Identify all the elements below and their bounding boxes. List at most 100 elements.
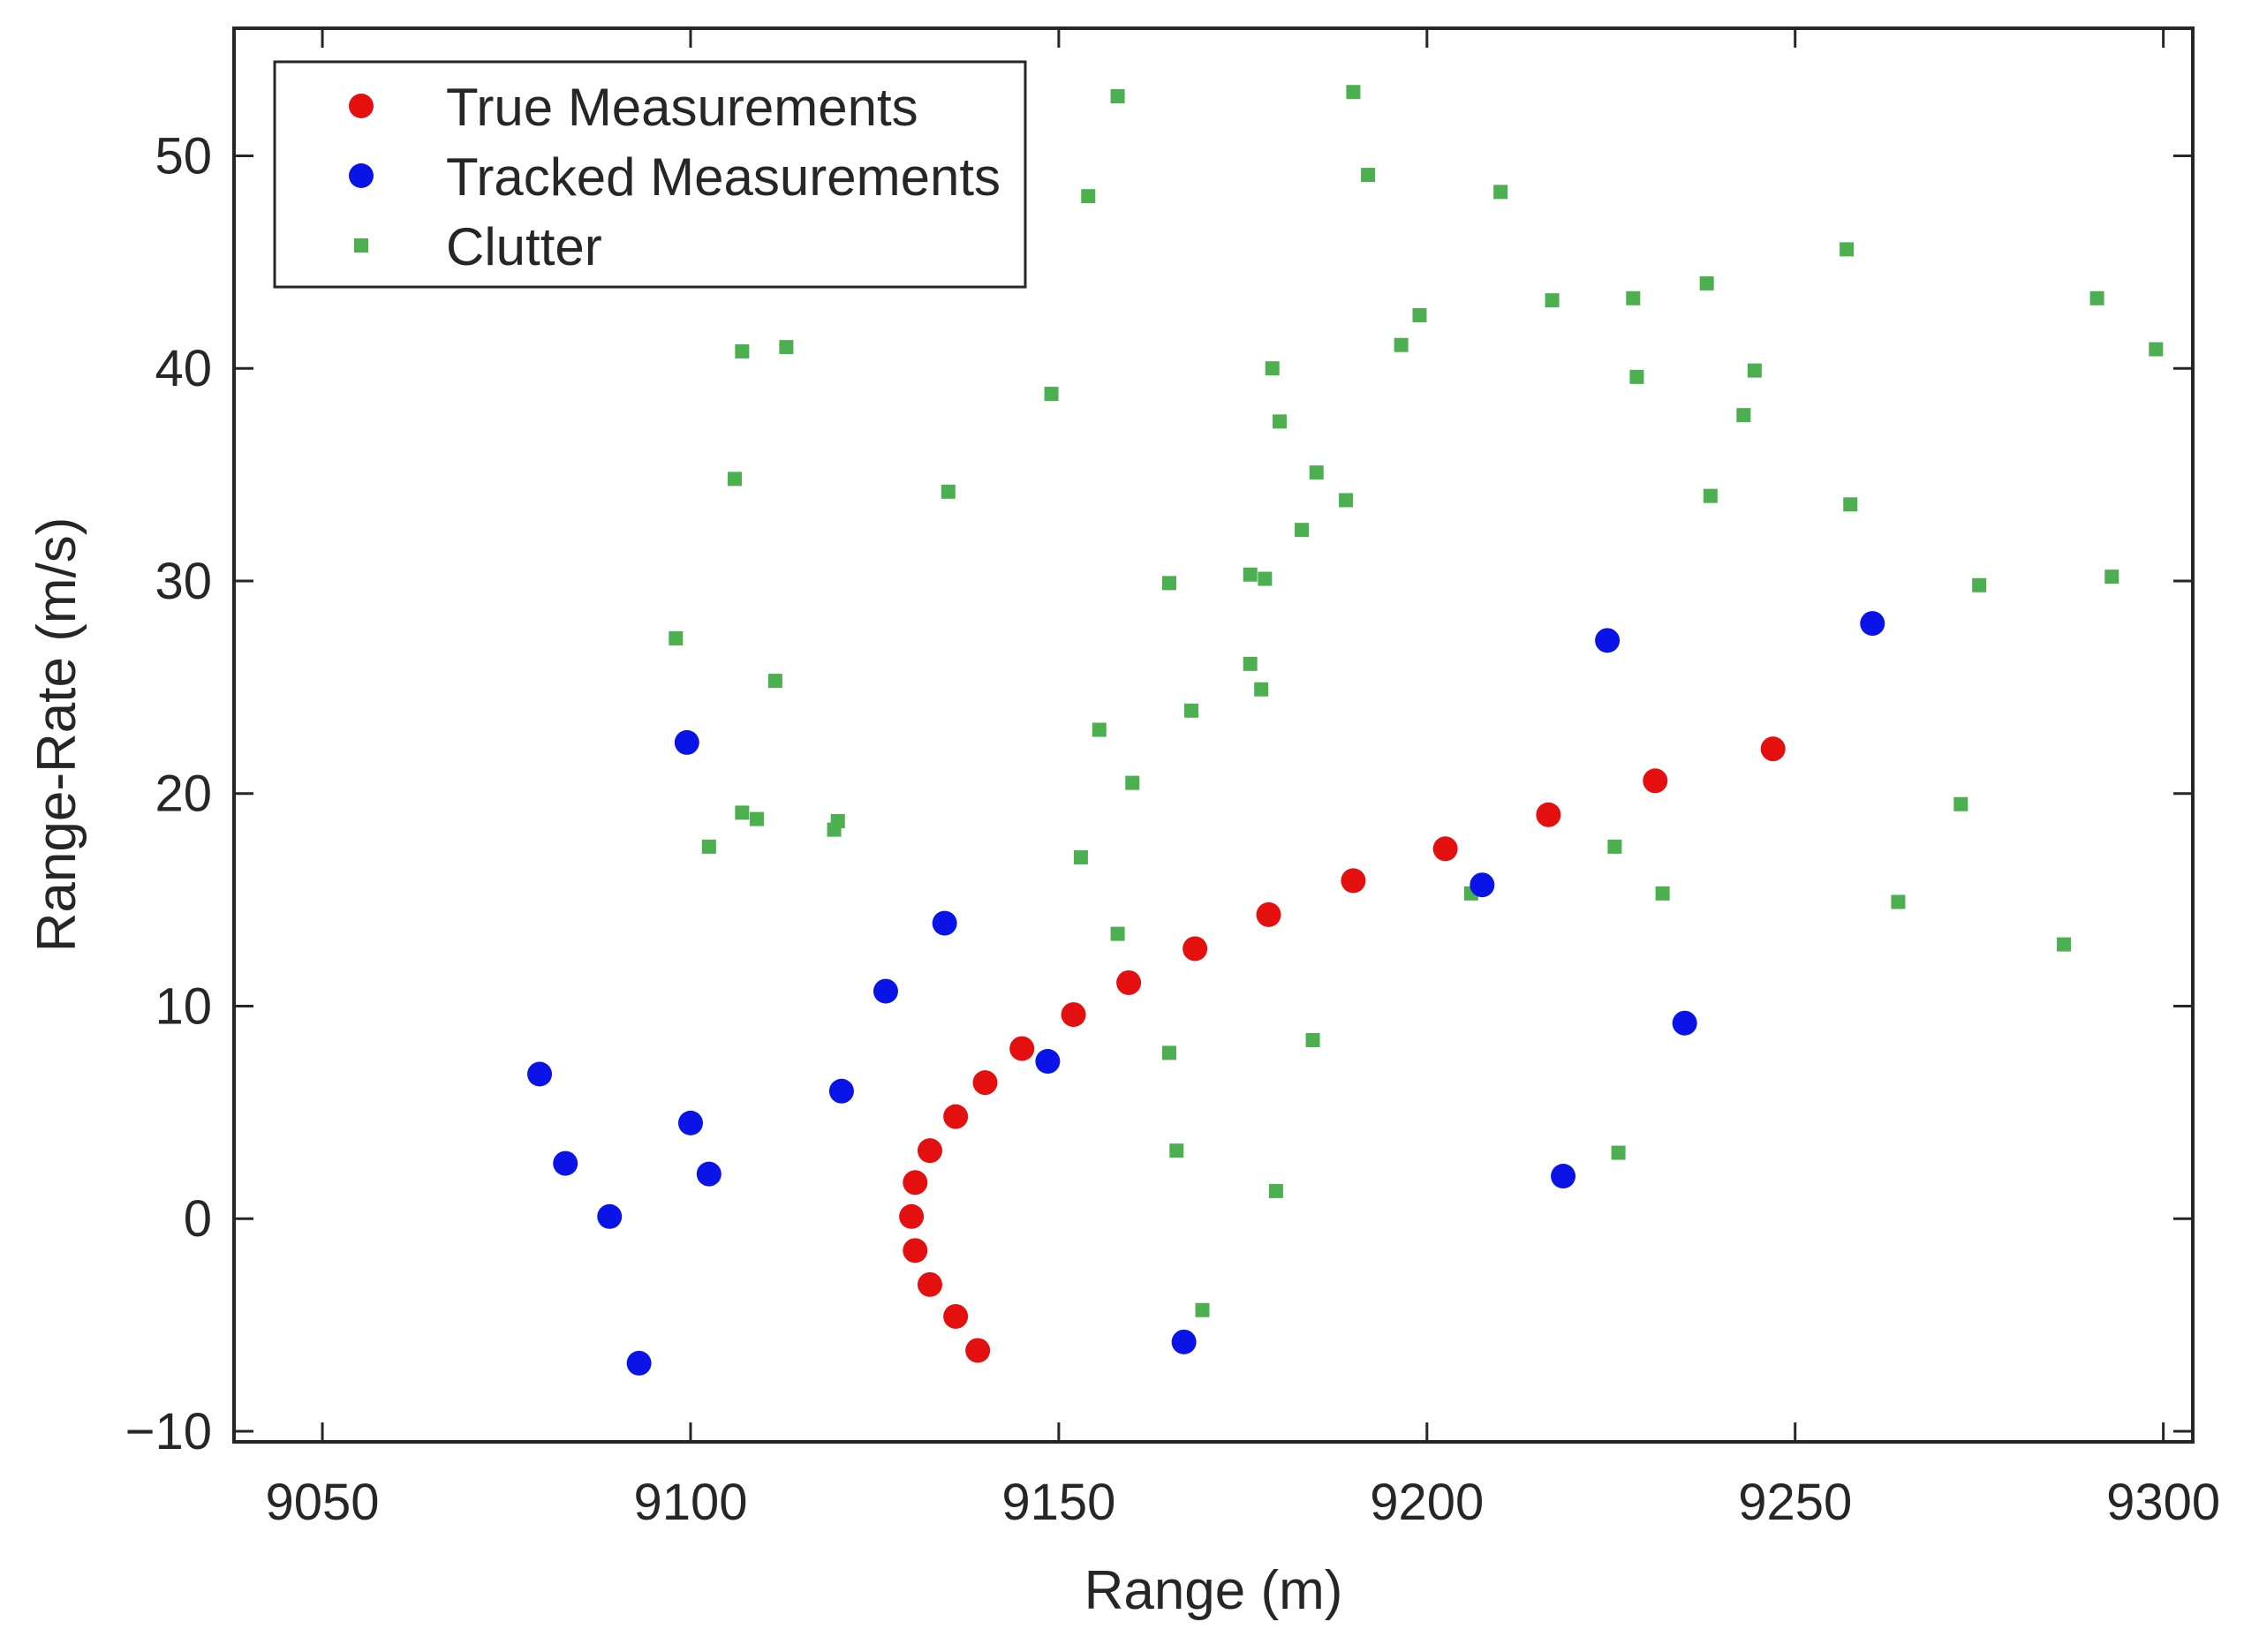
clutter-point: [701, 839, 716, 854]
tracked-measurements-point: [1860, 611, 1885, 637]
true-measurements-point: [917, 1138, 942, 1164]
true-measurements-point: [1432, 836, 1458, 862]
clutter-point: [1295, 523, 1310, 538]
true-measurements-point: [903, 1170, 928, 1196]
x-axis-label: Range (m): [1084, 1560, 1343, 1621]
clutter-point: [750, 811, 765, 826]
clutter-point: [735, 805, 750, 820]
y-tick-label: 10: [155, 977, 212, 1035]
tracked-measurements-point: [1595, 628, 1621, 653]
tracked-measurements-point: [553, 1150, 578, 1176]
clutter-point: [1840, 242, 1855, 257]
tracked-measurements-point: [674, 729, 699, 755]
clutter-point: [779, 340, 794, 355]
clutter-point: [1265, 361, 1280, 376]
true-measurements-point: [1643, 768, 1668, 794]
tracked-measurements-point: [1551, 1164, 1576, 1189]
clutter-point: [1626, 290, 1641, 306]
true-measurements-point: [1116, 969, 1142, 995]
y-tick-label: 30: [155, 553, 212, 610]
plot-frame: [232, 26, 2195, 1444]
clutter-point: [1394, 337, 1409, 352]
clutter-point: [1161, 1045, 1176, 1060]
legend-marker-tracked-measurements: [349, 163, 374, 188]
clutter-point: [1309, 465, 1324, 480]
clutter-point: [1412, 308, 1427, 323]
tracked-measurements-point: [597, 1203, 623, 1229]
clutter-point: [1611, 1145, 1626, 1160]
clutter-point: [1268, 1183, 1283, 1198]
true-measurements-point: [972, 1070, 998, 1096]
true-measurements-series: [899, 736, 1786, 1363]
true-measurements-point: [1341, 868, 1366, 894]
tracked-measurements-point: [932, 910, 957, 936]
clutter-point: [1081, 189, 1096, 204]
clutter-point: [1972, 577, 1987, 592]
clutter-point: [1110, 89, 1125, 104]
clutter-point: [669, 630, 684, 645]
clutter-point: [1545, 293, 1560, 308]
legend-box: [273, 60, 1027, 289]
tick-labels: 9050 9100 9150 9200 9250 9300 −10 0 10 20 30 40 50: [125, 127, 2221, 1531]
clutter-point: [941, 484, 956, 499]
axis-ticks: [234, 28, 2193, 1442]
legend-marker-clutter: [354, 238, 368, 253]
clutter-point: [1254, 682, 1269, 697]
clutter-point: [1339, 493, 1354, 508]
tracked-measurements-series: [527, 611, 1885, 1376]
y-tick-label: 20: [155, 766, 212, 823]
clutter-series: [669, 85, 2164, 1317]
x-tick-label: 9050: [266, 1474, 380, 1531]
y-tick-label: 40: [155, 340, 212, 397]
y-axis-label: Range-Rate (m/s): [26, 517, 87, 953]
clutter-point: [1305, 1032, 1320, 1047]
clutter-point: [1073, 849, 1088, 864]
clutter-point: [1747, 363, 1762, 378]
clutter-point: [1273, 414, 1288, 429]
clutter-point: [1703, 488, 1718, 503]
clutter-point: [1169, 1143, 1184, 1158]
clutter-point: [1110, 926, 1125, 941]
clutter-point: [1736, 408, 1751, 423]
true-measurements-point: [1256, 901, 1281, 927]
x-tick-label: 9100: [633, 1474, 747, 1531]
true-measurements-point: [1009, 1036, 1035, 1061]
true-measurements-point: [1760, 736, 1786, 762]
tracked-measurements-point: [1470, 872, 1495, 898]
tracked-measurements-point: [1672, 1010, 1697, 1036]
tracked-measurements-point: [527, 1061, 553, 1087]
clutter-point: [1258, 571, 1273, 586]
tracked-measurements-point: [626, 1350, 652, 1376]
tracked-measurements-point: [1035, 1049, 1061, 1075]
clutter-point: [1843, 497, 1858, 512]
legend-label-clutter: Clutter: [446, 217, 602, 276]
tracked-measurements-point: [677, 1110, 703, 1135]
clutter-point: [1891, 894, 1906, 909]
clutter-point: [2089, 290, 2104, 306]
true-measurements-point: [1182, 936, 1208, 962]
true-measurements-point: [1536, 802, 1561, 827]
x-tick-label: 9300: [2106, 1474, 2220, 1531]
clutter-point: [1125, 775, 1140, 790]
x-tick-label: 9250: [1738, 1474, 1852, 1531]
clutter-point: [2149, 342, 2164, 357]
clutter-point: [1699, 275, 1714, 290]
true-measurements-point: [943, 1104, 969, 1129]
true-measurements-point: [899, 1203, 925, 1229]
data-marks: [527, 85, 2164, 1376]
clutter-point: [735, 343, 750, 358]
true-measurements-point: [917, 1271, 942, 1297]
true-measurements-point: [943, 1303, 969, 1329]
y-tick-label: 50: [155, 127, 212, 185]
clutter-point: [1183, 703, 1198, 718]
x-tick-label: 9200: [1370, 1474, 1484, 1531]
true-measurements-point: [1061, 1002, 1086, 1028]
clutter-point: [1629, 369, 1644, 384]
clutter-point: [1195, 1302, 1210, 1317]
clutter-point: [827, 822, 842, 837]
y-tick-label: −10: [125, 1403, 212, 1460]
clutter-point: [1346, 85, 1361, 100]
tracked-measurements-point: [873, 978, 898, 1004]
clutter-point: [1044, 387, 1059, 402]
